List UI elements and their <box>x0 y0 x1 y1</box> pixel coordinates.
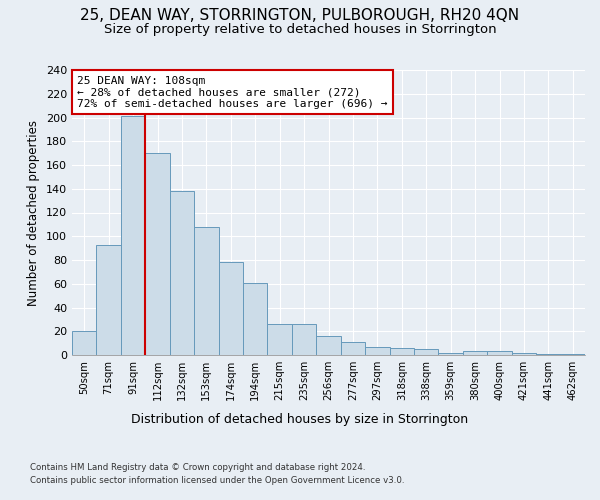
Bar <box>97 244 121 355</box>
Bar <box>145 153 170 355</box>
Bar <box>268 324 292 355</box>
Bar <box>365 346 389 355</box>
Bar <box>72 331 97 355</box>
Bar <box>512 352 536 355</box>
Text: Size of property relative to detached houses in Storrington: Size of property relative to detached ho… <box>104 22 496 36</box>
Bar <box>487 352 512 355</box>
Bar <box>292 324 316 355</box>
Bar <box>218 262 243 355</box>
Text: 25 DEAN WAY: 108sqm
← 28% of detached houses are smaller (272)
72% of semi-detac: 25 DEAN WAY: 108sqm ← 28% of detached ho… <box>77 76 388 109</box>
Bar <box>121 116 145 355</box>
Bar <box>463 352 487 355</box>
Bar <box>414 349 439 355</box>
Bar <box>194 227 218 355</box>
Y-axis label: Number of detached properties: Number of detached properties <box>28 120 40 306</box>
Bar <box>170 191 194 355</box>
Text: 25, DEAN WAY, STORRINGTON, PULBOROUGH, RH20 4QN: 25, DEAN WAY, STORRINGTON, PULBOROUGH, R… <box>80 8 520 22</box>
Bar <box>536 354 560 355</box>
Bar <box>389 348 414 355</box>
Text: Contains HM Land Registry data © Crown copyright and database right 2024.: Contains HM Land Registry data © Crown c… <box>30 462 365 471</box>
Bar <box>316 336 341 355</box>
Text: Distribution of detached houses by size in Storrington: Distribution of detached houses by size … <box>131 412 469 426</box>
Text: Contains public sector information licensed under the Open Government Licence v3: Contains public sector information licen… <box>30 476 404 485</box>
Bar <box>341 342 365 355</box>
Bar <box>243 282 268 355</box>
Bar <box>560 354 585 355</box>
Bar <box>439 352 463 355</box>
